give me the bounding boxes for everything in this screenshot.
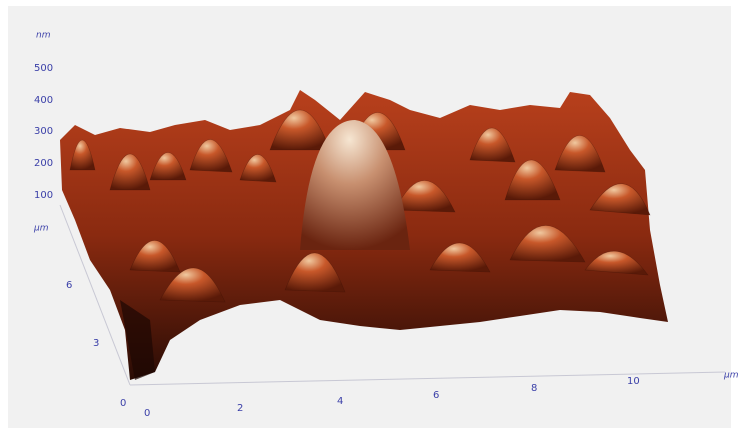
x-unit: µm [723, 371, 739, 381]
y-unit: µm [33, 224, 49, 234]
y-tick-label: 0 [120, 398, 126, 409]
x-tick-label: 0 [144, 408, 150, 419]
z-tick-label: 500 [34, 63, 53, 74]
y-tick-label: 6 [66, 280, 72, 291]
x-tick-label: 8 [531, 383, 537, 394]
z-tick-label: 100 [34, 190, 53, 201]
x-tick-label: 4 [337, 396, 343, 407]
x-tick-label: 2 [237, 403, 243, 414]
z-unit: nm [36, 31, 51, 41]
x-tick-label: 6 [433, 390, 439, 401]
y-tick-label: 3 [93, 338, 99, 349]
afm-figure: nm µm µm 5004003002001006300246810 [0, 0, 739, 434]
z-tick-label: 400 [34, 95, 53, 106]
z-tick-label: 200 [34, 158, 53, 169]
x-tick-label: 10 [627, 376, 640, 387]
z-tick-label: 300 [34, 126, 53, 137]
